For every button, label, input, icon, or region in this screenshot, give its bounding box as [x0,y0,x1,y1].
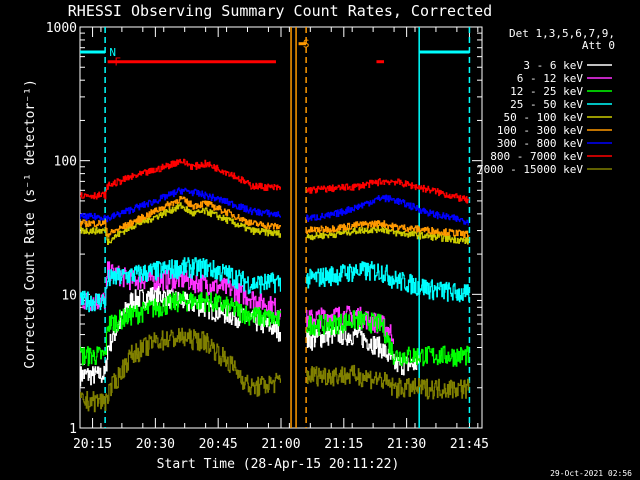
legend-label: 6 - 12 keV [517,72,584,85]
series-line [80,196,470,239]
x-tick-label: 21:45 [450,437,489,452]
x-axis-label: Start Time (28-Apr-15 20:11:22) [157,457,400,472]
legend-label: 25 - 50 keV [510,98,583,111]
chart-title: RHESSI Observing Summary Count Rates, Co… [68,2,492,20]
x-tick-label: 21:00 [261,437,300,452]
series-line [80,257,470,313]
legend-label: 50 - 100 keV [504,111,584,124]
y-axis-label: Corrected Count Rate (s⁻¹ detector⁻¹) [23,79,38,369]
legend-label: 100 - 300 keV [497,124,583,137]
legend-header: Att 0 [582,39,615,52]
series-line [80,158,470,204]
axes-frame [79,26,483,429]
plot-area: 1 10 100 1000 20:15 20:30 20:45 21:00 21:15 21:30… [46,21,489,452]
y-tick-label: 1000 [46,21,77,36]
legend-label: 12 - 25 keV [510,85,583,98]
series-line [80,285,420,387]
x-tick-label: 20:15 [73,437,112,452]
x-tick-label: 20:30 [136,437,175,452]
y-tick-label: 1 [69,422,77,437]
annotation-label: N [109,46,116,59]
x-tick-label: 20:45 [199,437,238,452]
legend-label: 3 - 6 keV [523,59,583,72]
series-line [80,290,470,367]
y-tick-label: 10 [61,288,77,303]
x-tick-label: 21:30 [387,437,426,452]
series-line [80,187,469,226]
generated-timestamp: 29-Oct-2021 02:56 [550,469,632,478]
series-line [80,202,470,245]
legend-label: 800 - 7000 keV [490,150,583,163]
y-tick-label: 100 [54,155,77,170]
series-line [80,327,470,413]
annotation-label: F [114,56,121,69]
legend-label: 300 - 800 keV [497,137,583,150]
annotation-label: S [303,38,310,51]
legend-header: Det 1,3,5,6,7,9, [509,27,615,40]
legend-label: 7000 - 15000 keV [477,163,583,176]
x-tick-label: 21:15 [324,437,363,452]
